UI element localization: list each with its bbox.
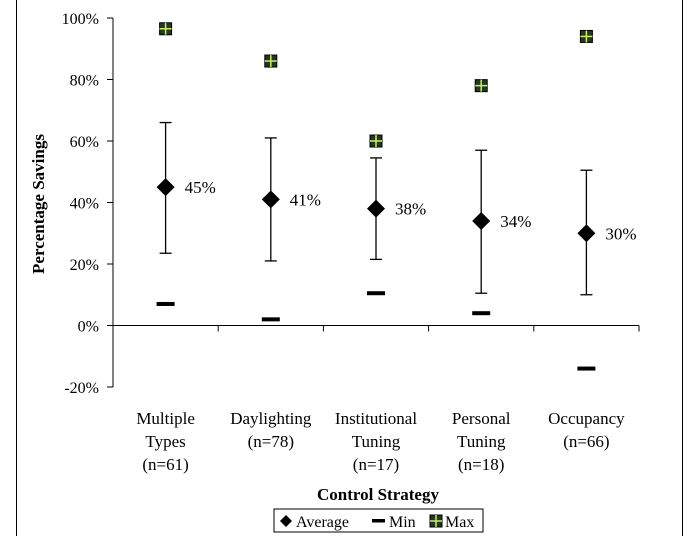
y-tick-label: -20% <box>64 380 99 397</box>
x-category-label-line: Types <box>145 432 185 451</box>
y-tick-label: 20% <box>70 257 99 274</box>
plot-area: 45% 41% 38% 34% 30% <box>156 22 637 371</box>
x-category-label: Occupancy (n=66) <box>548 409 625 451</box>
x-category-label-line: Institutional <box>335 409 417 428</box>
min-marker <box>367 291 385 296</box>
average-marker <box>472 211 491 230</box>
legend-average-marker <box>280 515 292 527</box>
x-category-label-line: Occupancy <box>548 409 625 428</box>
y-tick-label: 60% <box>70 134 99 151</box>
x-category-label-line: Tuning <box>457 432 506 451</box>
average-marker <box>156 178 175 197</box>
x-axis-title: Control Strategy <box>317 485 439 504</box>
max-marker <box>159 22 173 36</box>
average-marker <box>577 224 596 243</box>
x-category-label: Multiple Types (n=61) <box>136 409 195 474</box>
legend-min-marker <box>372 519 385 523</box>
min-marker <box>472 311 491 316</box>
max-marker <box>579 29 593 43</box>
x-category-label-line: (n=78) <box>248 432 294 451</box>
legend-min-label: Min <box>389 514 416 531</box>
average-data-label: 38% <box>395 200 426 219</box>
x-category-label-line: (n=17) <box>353 455 399 474</box>
y-tick-label: 80% <box>70 73 99 90</box>
min-marker <box>577 366 596 371</box>
x-category-label-line: (n=66) <box>563 432 609 451</box>
min-marker <box>261 317 280 322</box>
y-tick-label: 40% <box>70 196 99 213</box>
y-axis: -20% 0% 20% 40% 60% 80% 100% <box>62 11 114 397</box>
min-marker <box>156 301 175 306</box>
x-category-label: Personal Tuning (n=18) <box>452 409 511 474</box>
x-category-label-line: Personal <box>452 409 511 428</box>
legend: Average Min Max <box>273 508 484 533</box>
y-tick-label: 0% <box>78 319 99 336</box>
x-category-label-line: (n=18) <box>458 455 504 474</box>
legend-max-marker <box>429 514 443 528</box>
x-category-label-line: Multiple <box>136 409 195 428</box>
average-marker <box>261 190 280 209</box>
legend-average-label: Average <box>296 514 349 531</box>
max-marker <box>369 134 383 148</box>
x-category-label-line: (n=61) <box>142 455 188 474</box>
max-marker <box>474 79 488 93</box>
max-marker <box>264 54 278 68</box>
x-category-label: Daylighting (n=78) <box>230 409 312 451</box>
y-axis-title: Percentage Savings <box>29 134 48 274</box>
average-data-label: 34% <box>500 212 531 231</box>
average-marker <box>367 199 385 218</box>
legend-max-label: Max <box>445 514 474 531</box>
average-data-label: 30% <box>605 224 636 243</box>
x-category-label-line: Daylighting <box>230 409 312 428</box>
average-data-label: 45% <box>185 178 216 197</box>
average-data-label: 41% <box>290 190 321 209</box>
legend-box <box>273 508 484 533</box>
x-category-label-line: Tuning <box>352 432 401 451</box>
y-tick-label: 100% <box>62 11 99 28</box>
x-category-label: Institutional Tuning (n=17) <box>335 409 417 474</box>
x-axis: Multiple Types (n=61) Daylighting (n=78) Inst… <box>112 325 640 474</box>
